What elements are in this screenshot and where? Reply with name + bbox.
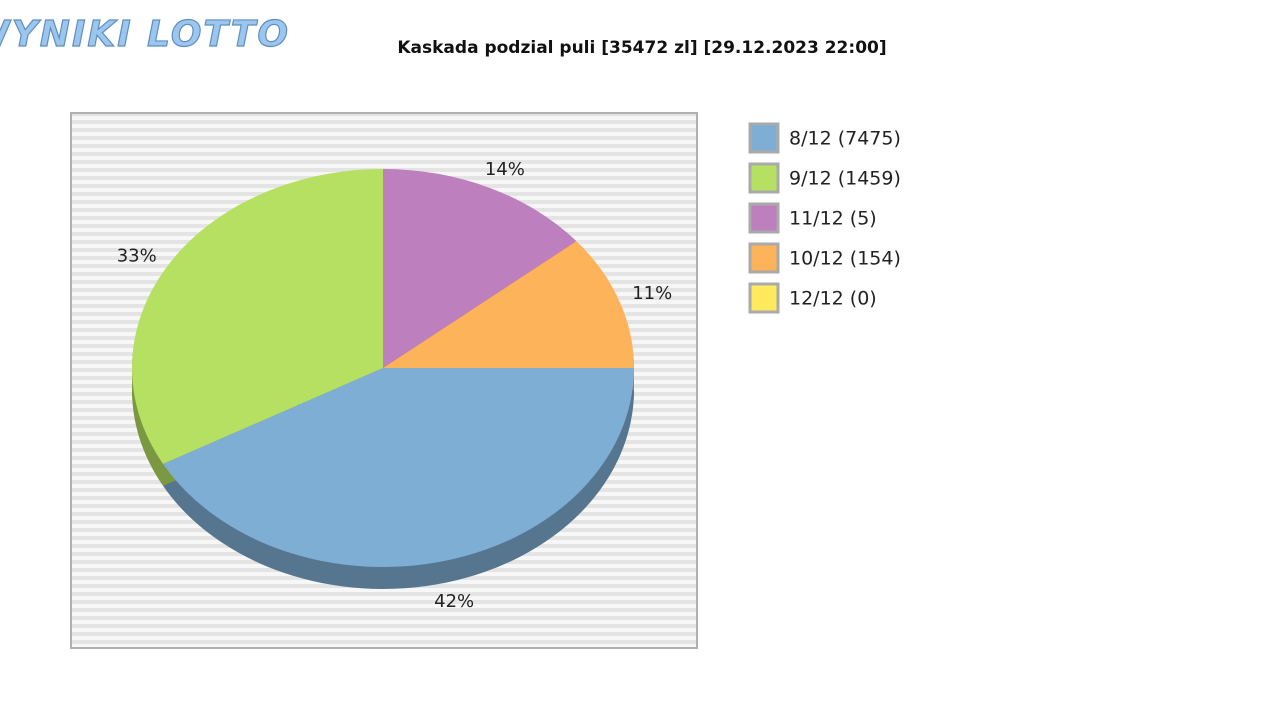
slice [163, 368, 634, 567]
pie: 42% 33% 14% 11% [117, 159, 673, 612]
legend-swatch [748, 162, 780, 194]
slice-label: 33% [117, 246, 157, 267]
logo: WYNIKI LOTTO [0, 14, 290, 55]
legend-label: 11/12 (5) [789, 208, 877, 230]
legend-label: 12/12 (0) [789, 288, 877, 310]
legend-swatch [748, 242, 780, 274]
slice [383, 241, 634, 368]
slice-label: 11% [632, 283, 672, 304]
legend: 8/12 (7475) 9/12 (1459) 11/12 (5) 10/12 (15… [748, 122, 901, 314]
legend-label: 9/12 (1459) [789, 168, 901, 190]
slice [132, 169, 383, 464]
legend-label: 8/12 (7475) [789, 128, 901, 150]
slice-label: 42% [434, 591, 474, 612]
slice-label: 14% [485, 159, 525, 180]
legend-swatch [748, 202, 780, 234]
legend-swatch [748, 282, 780, 314]
legend-swatch [748, 122, 780, 154]
legend-label: 10/12 (154) [789, 248, 901, 270]
chart-title: Kaskada podzial puli [35472 zl] [29.12.2… [397, 38, 886, 58]
slice [383, 169, 577, 368]
